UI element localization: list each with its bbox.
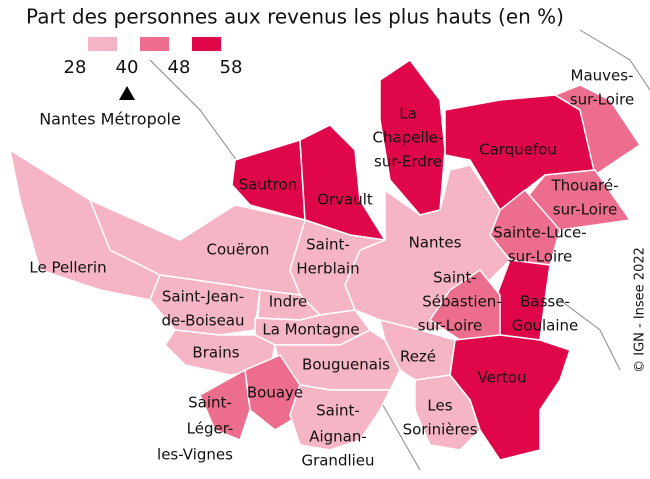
- commune-label: Indre: [269, 293, 308, 311]
- commune-label: Basse-: [520, 293, 570, 311]
- legend-swatch: [88, 37, 117, 51]
- commune-label: Sautron: [239, 176, 298, 194]
- reference-label: Nantes Métropole: [39, 110, 181, 129]
- commune-label: Chapelle-: [373, 129, 444, 147]
- commune-label: Brains: [192, 344, 239, 362]
- commune: [231, 139, 306, 221]
- commune-label: La: [399, 105, 417, 123]
- commune-label: Bouguenais: [302, 356, 390, 374]
- commune-label: de-Boiseau: [161, 312, 244, 330]
- commune: [289, 384, 392, 451]
- legend-swatch: [192, 37, 221, 51]
- commune-label: Mauves-: [571, 67, 634, 85]
- reference-marker: [119, 86, 135, 100]
- commune-label: Herblain: [296, 260, 359, 278]
- commune-label: Aignan-: [309, 428, 367, 446]
- commune-label: Orvault: [317, 191, 373, 209]
- commune-label: sur-Loire: [508, 248, 572, 266]
- commune-label: Léger-: [187, 420, 234, 438]
- commune-label: Saint-Jean-: [162, 288, 244, 306]
- legend: 28 40 48 58: [64, 37, 243, 100]
- commune-label: Saint-: [306, 236, 350, 254]
- commune-label: Thouaré-: [550, 177, 618, 195]
- commune-label: La Montagne: [262, 321, 359, 339]
- commune-label: Les: [427, 397, 452, 415]
- commune-label: sur-Erdre: [374, 153, 442, 171]
- commune-label: Le Pellerin: [29, 259, 106, 277]
- commune-label: Bouaye: [247, 384, 303, 402]
- commune-label: sur-Loire: [418, 317, 482, 335]
- roads: [149, 29, 650, 471]
- commune-label: Sainte-Luce-: [493, 224, 586, 242]
- legend-tick-label: 28: [64, 57, 87, 78]
- commune: [553, 84, 642, 177]
- commune-label: Couëron: [207, 241, 270, 259]
- commune-label: les-Vignes: [157, 446, 233, 464]
- road: [559, 299, 621, 371]
- road: [579, 29, 650, 91]
- commune-label: Saint-: [316, 402, 360, 420]
- commune-label: Carquefou: [479, 141, 557, 159]
- commune-label: sur-Loire: [570, 91, 634, 109]
- legend-swatch: [140, 37, 169, 51]
- road: [149, 59, 241, 166]
- commune-label: Saint-: [433, 269, 477, 287]
- commune-label: Grandlieu: [301, 452, 374, 470]
- commune-label: Rezé: [400, 348, 436, 366]
- commune-label: Sébastien-: [422, 293, 501, 311]
- credit: © IGN - Insee 2022: [633, 247, 648, 373]
- commune-label: Vertou: [477, 369, 526, 387]
- commune-label: Saint-: [188, 394, 232, 412]
- commune-label: Goulaine: [512, 317, 579, 335]
- commune-label: sur-Loire: [553, 201, 617, 219]
- legend-tick-label: 40: [116, 57, 139, 78]
- road: [379, 399, 421, 471]
- legend-tick-label: 48: [168, 57, 191, 78]
- commune: [414, 374, 481, 451]
- commune-label: Sorinières: [403, 421, 478, 439]
- communes: [8, 58, 642, 461]
- labels: Sautron Orvault La Chapelle-sur-Erdre Carque…: [29, 67, 634, 470]
- commune: [199, 368, 251, 441]
- legend-tick-label: 58: [220, 57, 243, 78]
- map-title: Part des personnes aux revenus les plus …: [26, 5, 564, 29]
- commune-label: Nantes: [409, 234, 462, 252]
